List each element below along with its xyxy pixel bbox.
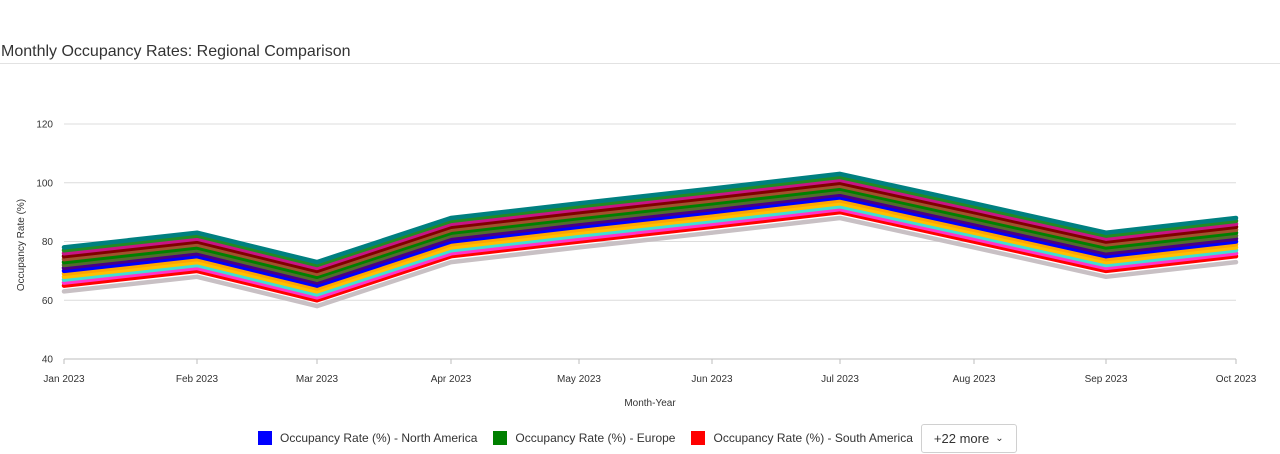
more-legend-label: +22 more (933, 430, 990, 446)
legend-label: Occupancy Rate (%) - South America (713, 431, 913, 445)
series-line (61, 192, 1239, 285)
series-line (61, 204, 1239, 297)
series-line (61, 215, 1239, 309)
data-point (1234, 260, 1238, 265)
legend-swatch (493, 431, 508, 445)
legend-item-north-america[interactable]: Occupancy Rate (%) - North America (258, 431, 477, 445)
legend-swatch (258, 431, 272, 445)
series-line (61, 198, 1239, 291)
x-tick-label: May 2023 (557, 374, 601, 385)
series-lines (61, 171, 1239, 309)
series-line (61, 195, 1239, 288)
series-line (61, 183, 1239, 277)
x-tick-label: Jun 2023 (691, 374, 733, 385)
page-title: Monthly Occupancy Rates: Regional Compar… (1, 43, 351, 60)
data-point (195, 230, 199, 235)
x-tick-label: Mar 2023 (296, 374, 339, 385)
x-tick-label: Oct 2023 (1216, 374, 1257, 385)
data-point (710, 186, 714, 191)
data-point (577, 245, 581, 250)
x-tick-label: Sep 2023 (1085, 374, 1128, 385)
occupancy-line-chart: 40 60 80 100 120 Jan 2023 Feb 2023 Mar 2023 Apr… (16, 120, 1257, 410)
series-line (61, 174, 1239, 268)
y-tick-label: 120 (36, 120, 53, 131)
data-point (1104, 230, 1108, 235)
chart-legend: Occupancy Rate (%) - North America Occup… (258, 423, 1017, 453)
x-axis-title: Month-Year (624, 398, 676, 409)
y-tick-label: 80 (42, 237, 54, 248)
data-point (62, 245, 66, 250)
data-point (972, 201, 976, 206)
legend-item-europe[interactable]: Occupancy Rate (%) - Europe (493, 431, 675, 445)
legend-label: Occupancy Rate (%) - Europe (515, 431, 676, 445)
data-point (972, 245, 976, 250)
x-axis-ticks: Jan 2023 Feb 2023 Mar 2023 Apr 2023 May 2023… (43, 359, 1257, 385)
legend-label: Occupancy Rate (%) - North America (280, 431, 478, 445)
series-line (61, 180, 1239, 274)
y-axis-ticks: 40 60 80 100 120 (36, 120, 53, 366)
y-tick-label: 40 (42, 355, 54, 366)
series-line (61, 171, 1239, 265)
legend-item-south-america[interactable]: Occupancy Rate (%) - South America (691, 431, 913, 445)
data-point (449, 260, 453, 265)
title-divider (0, 63, 1280, 64)
series-line (61, 201, 1239, 294)
x-tick-label: Jul 2023 (821, 374, 859, 385)
legend-swatch (691, 431, 706, 445)
y-tick-label: 100 (36, 178, 53, 189)
data-point (838, 171, 842, 176)
x-tick-label: Feb 2023 (176, 374, 219, 385)
x-tick-label: Aug 2023 (953, 374, 996, 385)
data-point (315, 304, 319, 309)
x-tick-label: Jan 2023 (43, 374, 85, 385)
data-point (62, 289, 66, 294)
y-axis-title: Occupancy Rate (%) (16, 199, 27, 291)
data-point (838, 216, 842, 220)
data-point (1234, 216, 1238, 220)
data-point (195, 274, 199, 279)
data-point (315, 260, 319, 265)
data-point (710, 230, 714, 235)
chevron-down-icon: ⌄ (995, 432, 1004, 444)
more-legend-button[interactable]: +22 more ⌄ (920, 423, 1017, 453)
data-point (449, 216, 453, 220)
series-line (61, 186, 1239, 280)
x-tick-label: Apr 2023 (431, 374, 472, 385)
series-line (61, 206, 1239, 300)
data-point (577, 201, 581, 206)
series-line (61, 189, 1239, 282)
y-tick-label: 60 (42, 296, 54, 307)
series-line (61, 209, 1239, 303)
series-line (61, 177, 1239, 271)
data-point (1104, 274, 1108, 279)
